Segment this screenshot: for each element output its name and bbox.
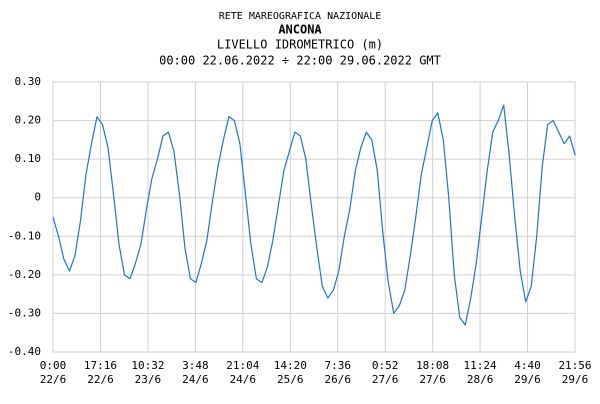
x-tick-label: 25/6 bbox=[277, 373, 304, 386]
x-tick-label: 24/6 bbox=[182, 373, 209, 386]
period: 00:00 22.06.2022 ÷ 22:00 29.06.2022 GMT bbox=[159, 54, 441, 68]
x-tick-label: 24/6 bbox=[230, 373, 257, 386]
x-tick-label: 14:20 bbox=[274, 359, 307, 372]
x-tick-label: 0:00 bbox=[40, 359, 67, 372]
y-tick-label: -0.10 bbox=[8, 229, 41, 242]
x-tick-label: 29/6 bbox=[514, 373, 541, 386]
x-tick-label: 26/6 bbox=[324, 373, 351, 386]
x-tick-label: 21:56 bbox=[558, 359, 591, 372]
x-tick-label: 0:52 bbox=[372, 359, 399, 372]
x-tick-label: 18:08 bbox=[416, 359, 449, 372]
x-tick-label: 17:16 bbox=[84, 359, 117, 372]
chart-title: RETE MAREOGRAFICA NAZIONALE bbox=[219, 11, 382, 22]
chart-subtitle: LIVELLO IDROMETRICO (m) bbox=[217, 38, 383, 52]
data-line bbox=[52, 104, 576, 326]
x-tick-label: 10:32 bbox=[131, 359, 164, 372]
y-tick-label: -0.30 bbox=[8, 306, 41, 319]
x-tick-label: 23/6 bbox=[135, 373, 162, 386]
y-tick-label: -0.40 bbox=[8, 345, 41, 358]
x-tick-label: 3:48 bbox=[182, 359, 209, 372]
x-tick-label: 28/6 bbox=[467, 373, 494, 386]
y-tick-label: -0.20 bbox=[8, 268, 41, 281]
y-tick-label: 0.30 bbox=[15, 75, 42, 88]
y-tick-label: 0.20 bbox=[15, 114, 42, 127]
x-tick-label: 29/6 bbox=[562, 373, 589, 386]
x-tick-label: 21:04 bbox=[226, 359, 259, 372]
y-tick-label: 0.10 bbox=[15, 152, 42, 165]
x-tick-label: 27/6 bbox=[419, 373, 446, 386]
x-tick-label: 22/6 bbox=[40, 373, 67, 386]
x-tick-label: 27/6 bbox=[372, 373, 399, 386]
x-tick-label: 22/6 bbox=[87, 373, 114, 386]
x-tick-label: 4:40 bbox=[514, 359, 541, 372]
station-name: ANCONA bbox=[278, 23, 322, 37]
x-tick-label: 11:24 bbox=[464, 359, 497, 372]
x-tick-label: 7:36 bbox=[324, 359, 351, 372]
y-tick-label: 0 bbox=[34, 191, 41, 204]
